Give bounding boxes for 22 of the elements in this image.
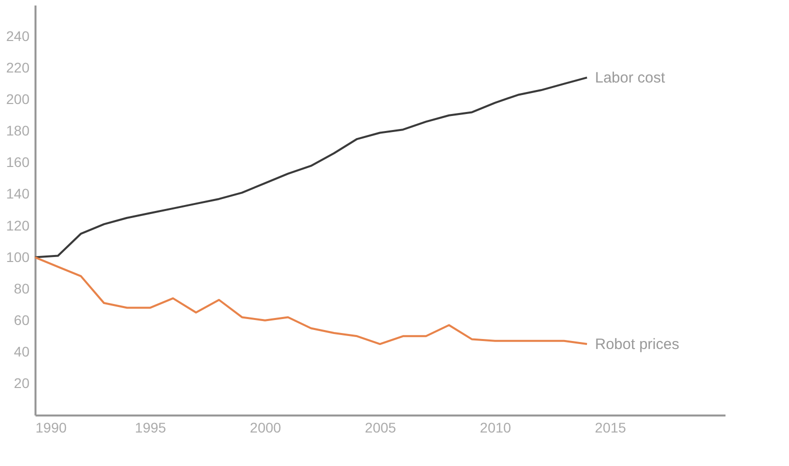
y-tick-label: 200 [6,91,30,108]
y-tick-label: 180 [6,122,30,139]
x-tick-label: 2000 [250,420,282,436]
series-label: Labor cost [595,70,666,87]
x-tick-label: 2010 [480,420,512,436]
x-tick-label: 1995 [134,420,166,436]
line-series [34,76,588,258]
series-label: Robot prices [595,336,680,354]
y-tick-label: 160 [6,154,30,170]
x-tick-label: 2015 [594,420,626,436]
x-tick-label: 2005 [364,420,396,436]
y-tick-label: 220 [6,60,30,76]
y-tick-label: 120 [6,217,30,234]
y-tick-label: 100 [6,248,30,265]
line-series [34,256,588,346]
y-tick-label: 60 [14,312,30,328]
y-tick-label: 20 [14,374,30,391]
y-tick-label: 40 [14,343,30,360]
x-tick-label: 1990 [36,420,67,436]
y-tick-label: 240 [6,28,30,44]
y-tick-label: 140 [6,186,30,202]
y-tick-label: 80 [14,280,30,296]
